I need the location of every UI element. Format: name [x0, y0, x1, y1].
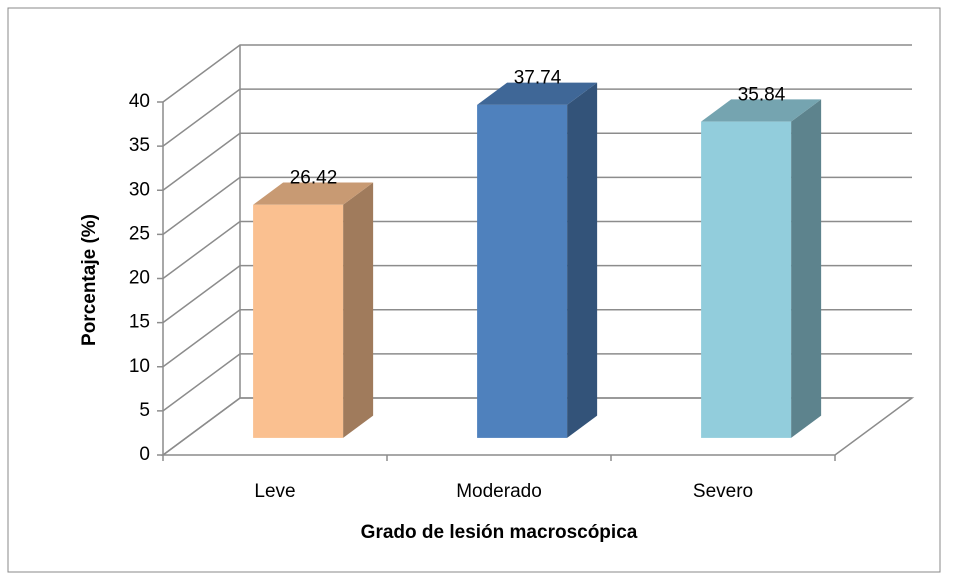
y-tick-label: 0 [139, 444, 150, 465]
bar-top [701, 99, 822, 122]
y-tick-label: 30 [129, 179, 150, 200]
y-tick-label: 35 [129, 135, 150, 156]
bar-top [477, 82, 598, 105]
y-tick-label: 40 [129, 91, 150, 112]
bar [701, 121, 792, 438]
data-label: 26.42 [290, 168, 338, 189]
y-tick-label: 15 [129, 312, 150, 333]
y-tick-label: 5 [139, 400, 150, 421]
bar-side [343, 182, 374, 438]
y-tick-label: 20 [129, 268, 150, 289]
y-tick-label: 25 [129, 223, 150, 244]
bar-side [567, 82, 598, 438]
x-axis-title: Grado de lesión macroscópica [361, 522, 638, 543]
bar [477, 104, 568, 438]
x-tick-label: Moderado [456, 481, 542, 502]
data-label: 35.84 [738, 84, 786, 105]
bar [253, 204, 344, 438]
data-label: 37.74 [514, 68, 562, 89]
bar-top [253, 182, 374, 205]
y-tick-label: 10 [129, 356, 150, 377]
x-tick-label: Leve [254, 481, 295, 502]
y-axis-title: Porcentaje (%) [79, 214, 100, 346]
x-tick-label: Severo [693, 481, 753, 502]
bar-side [791, 99, 822, 438]
